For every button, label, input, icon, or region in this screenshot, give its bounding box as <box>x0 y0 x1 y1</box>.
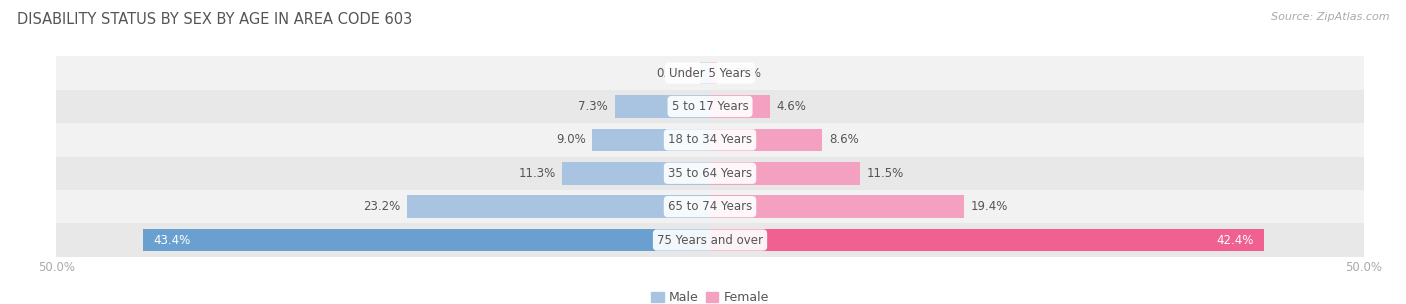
Text: 7.3%: 7.3% <box>578 100 607 113</box>
Bar <box>56 223 1364 257</box>
Bar <box>562 162 710 185</box>
Text: 4.6%: 4.6% <box>776 100 807 113</box>
Bar <box>710 62 717 85</box>
Text: 75 Years and over: 75 Years and over <box>657 233 763 247</box>
Text: Under 5 Years: Under 5 Years <box>669 67 751 80</box>
Text: Source: ZipAtlas.com: Source: ZipAtlas.com <box>1271 12 1389 22</box>
Bar <box>142 229 710 251</box>
Bar <box>592 129 710 151</box>
Bar <box>56 90 1364 123</box>
Text: 11.3%: 11.3% <box>519 167 555 180</box>
Text: 42.4%: 42.4% <box>1216 233 1254 247</box>
Bar <box>406 195 710 218</box>
Bar <box>56 56 1364 90</box>
Bar <box>710 162 860 185</box>
Text: 5 to 17 Years: 5 to 17 Years <box>672 100 748 113</box>
Text: 18 to 34 Years: 18 to 34 Years <box>668 133 752 146</box>
Text: 11.5%: 11.5% <box>868 167 904 180</box>
Bar <box>710 229 1264 251</box>
Bar <box>56 157 1364 190</box>
Bar <box>700 62 710 85</box>
Text: 43.4%: 43.4% <box>153 233 190 247</box>
Text: DISABILITY STATUS BY SEX BY AGE IN AREA CODE 603: DISABILITY STATUS BY SEX BY AGE IN AREA … <box>17 12 412 27</box>
Text: 23.2%: 23.2% <box>363 200 401 213</box>
Bar <box>56 190 1364 223</box>
Bar <box>710 95 770 118</box>
Text: 9.0%: 9.0% <box>555 133 586 146</box>
Legend: Male, Female: Male, Female <box>647 286 773 304</box>
Text: 8.6%: 8.6% <box>830 133 859 146</box>
Text: 19.4%: 19.4% <box>970 200 1008 213</box>
Bar <box>614 95 710 118</box>
Bar <box>710 129 823 151</box>
Text: 35 to 64 Years: 35 to 64 Years <box>668 167 752 180</box>
Text: 65 to 74 Years: 65 to 74 Years <box>668 200 752 213</box>
Text: 0.79%: 0.79% <box>657 67 693 80</box>
Bar <box>710 195 963 218</box>
Text: 0.55%: 0.55% <box>724 67 761 80</box>
Bar <box>56 123 1364 157</box>
